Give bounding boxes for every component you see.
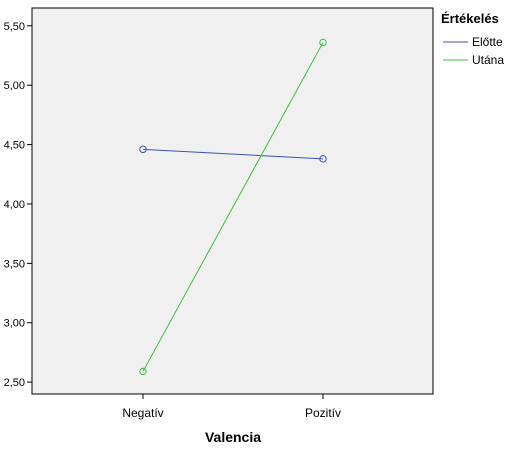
- data-point-marker: [319, 155, 327, 163]
- x-axis: Negatív Pozitív: [122, 394, 341, 420]
- y-tick-label: 2,50: [4, 377, 25, 389]
- series-line: [142, 42, 324, 372]
- x-tick-label: Negatív: [122, 406, 163, 420]
- x-tick-label: Pozitív: [305, 406, 341, 420]
- legend-title: Értékelés: [441, 11, 499, 26]
- series-layer: [139, 38, 327, 376]
- x-axis-title: Valencia: [205, 429, 261, 445]
- plot-area: [31, 7, 434, 395]
- data-point-marker: [139, 367, 147, 376]
- y-axis: 2,50 3,00 3,50 4,00 4,50 5,00 5,50: [4, 21, 32, 389]
- legend-items: Előtte Utána: [443, 35, 504, 67]
- series-line: [142, 148, 324, 160]
- data-point-marker: [139, 145, 147, 154]
- y-tick-label: 3,00: [4, 318, 25, 330]
- legend-label: Utána: [472, 53, 504, 67]
- y-tick-label: 4,50: [4, 140, 25, 152]
- y-tick-label: 5,00: [4, 80, 25, 92]
- y-tick-label: 5,50: [4, 21, 25, 33]
- legend-label: Előtte: [472, 35, 503, 49]
- data-point-marker: [319, 38, 327, 47]
- y-tick-label: 4,00: [4, 199, 25, 211]
- y-tick-label: 3,50: [4, 258, 25, 270]
